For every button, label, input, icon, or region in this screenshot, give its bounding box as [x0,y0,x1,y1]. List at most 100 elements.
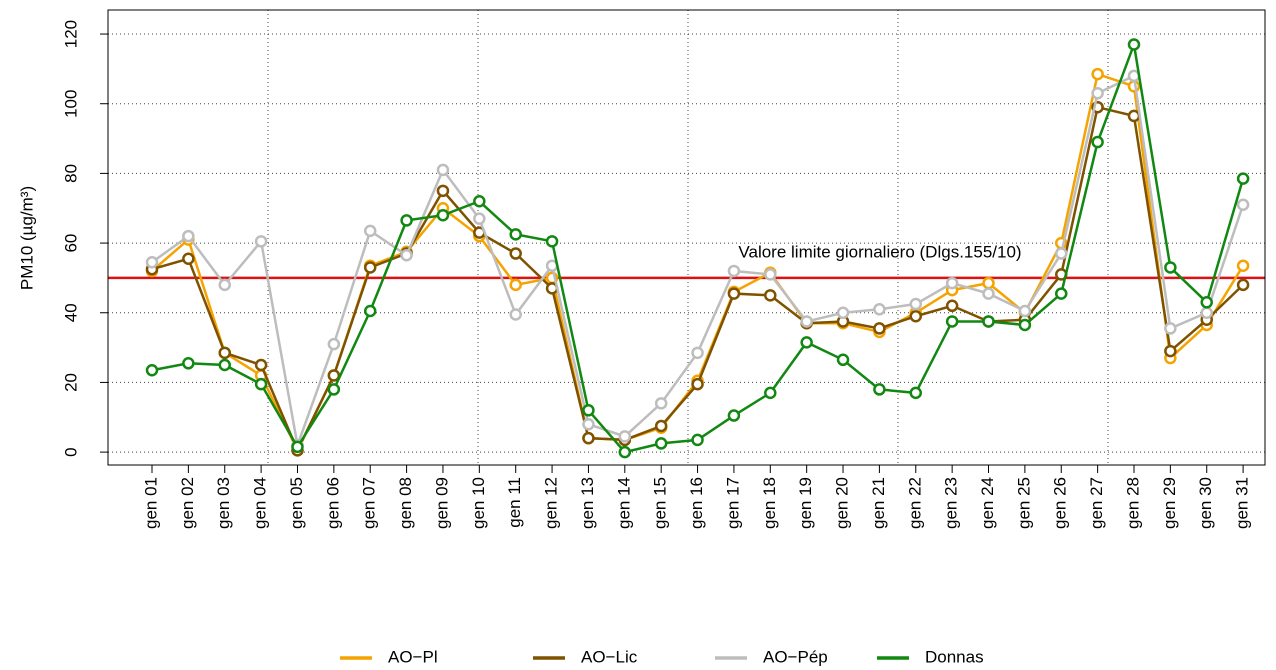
point [1018,304,1032,318]
x-tick-label: gen 09 [432,477,451,529]
point [945,276,959,290]
point [618,430,632,443]
point [800,315,813,328]
x-tick-label: gen 15 [651,477,670,529]
point [691,377,704,391]
legend-label: AO−Pl [388,647,438,666]
plot-frame [107,9,1266,466]
y-tick-label: 100 [61,90,80,118]
point [909,386,923,400]
point [1164,344,1177,358]
legend-label: AO−Pép [763,647,828,666]
point [727,409,741,422]
x-tick-label: gen 26 [1051,477,1070,529]
x-tick-label: gen 20 [833,477,852,529]
point [1091,135,1104,149]
point [1236,278,1250,292]
point [1091,87,1104,100]
point [363,224,377,238]
x-tick-label: gen 22 [905,477,924,529]
point [509,308,522,321]
y-tick-label: 0 [61,447,80,456]
x-tick-label: gen 27 [1087,477,1106,529]
y-axis-title: PM10 (µg/m³) [17,186,36,290]
y-tick-label: 40 [61,303,80,322]
point [691,433,704,447]
x-tick-label: gen 17 [723,477,742,529]
point [727,264,741,278]
x-tick-label: gen 05 [287,477,306,529]
x-tick-label: gen 30 [1196,477,1215,529]
point [1091,67,1104,81]
x-tick-label: gen 18 [760,477,779,529]
point [218,358,231,372]
point [182,252,195,266]
x-tick-label: gen 12 [542,477,561,529]
point [982,315,995,328]
x-tick-label: gen 03 [214,477,233,529]
point [618,445,632,459]
x-tick-label: gen 31 [1233,477,1252,529]
x-tick-label: gen 10 [469,477,488,529]
x-tick-label: gen 24 [978,477,997,529]
point [909,309,923,323]
y-tick-label: 60 [61,234,80,253]
point [145,363,159,377]
point [873,322,886,335]
point [291,440,304,454]
point [1127,38,1141,51]
x-tick-label: gen 07 [360,477,379,529]
point [509,247,522,260]
y-tick-label: 80 [61,164,80,183]
x-tick-label: gen 28 [1123,477,1142,529]
point [691,346,704,360]
point [1164,322,1177,335]
point [254,358,268,372]
point [945,299,959,313]
point [582,417,595,431]
point [945,315,959,328]
point [909,297,923,311]
point [836,306,850,320]
point [254,377,268,391]
point [764,268,777,281]
point [982,287,995,300]
point [545,235,559,248]
point [509,228,522,241]
point [1200,306,1213,320]
point [363,261,377,274]
x-tick-label: gen 02 [178,477,197,529]
legend-label: AO−Lic [581,647,638,666]
point [764,386,777,400]
point [654,419,668,433]
legend-label: Donnas [925,647,984,666]
y-tick-label: 120 [61,20,80,48]
x-tick-label: gen 29 [1160,477,1179,529]
point [873,303,886,316]
point [182,357,195,370]
x-tick-label: gen 19 [796,477,815,529]
point [473,212,486,225]
point [1127,109,1141,123]
x-tick-label: gen 04 [251,477,270,529]
x-tick-label: gen 14 [614,477,633,529]
point [1164,261,1177,274]
x-tick-label: gen 16 [687,477,706,529]
point [400,249,413,262]
x-tick-label: gen 13 [578,477,597,529]
x-tick-label: gen 01 [141,477,160,529]
x-tick-label: gen 21 [869,477,888,529]
point [982,276,995,290]
point [509,278,522,292]
x-tick-label: gen 06 [323,477,342,529]
point [218,346,231,360]
point [582,404,595,417]
point [145,255,159,269]
point [582,431,595,445]
point [1018,318,1032,332]
x-tick-label: gen 23 [942,477,961,529]
point [800,336,813,349]
point [436,163,450,177]
point [654,397,668,410]
